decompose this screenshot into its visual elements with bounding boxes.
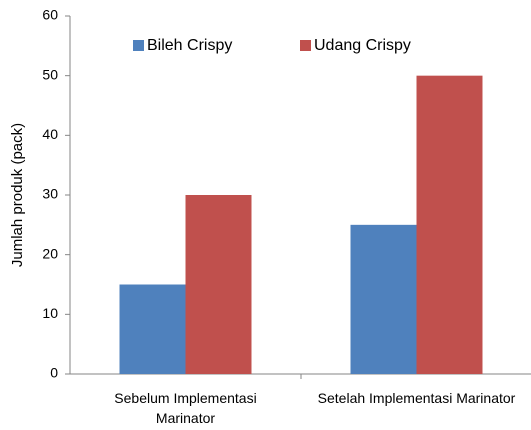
bar bbox=[185, 195, 252, 374]
y-tick-label: 20 bbox=[42, 245, 58, 261]
bar bbox=[119, 284, 186, 374]
legend-swatch bbox=[133, 40, 144, 51]
y-tick-label: 40 bbox=[42, 126, 58, 142]
y-tick-label: 0 bbox=[50, 365, 58, 381]
y-axis-label: Jumlah produk (pack) bbox=[9, 123, 26, 267]
x-tick-label: Setelah Implementasi Marinator bbox=[317, 390, 516, 406]
y-tick-label: 10 bbox=[42, 305, 58, 321]
bar bbox=[350, 224, 417, 374]
x-tick-label: Sebelum Implementasi Marinator bbox=[114, 390, 257, 426]
bar bbox=[416, 75, 483, 375]
legend-label: Bileh Crispy bbox=[147, 37, 232, 54]
y-tick-label: 30 bbox=[42, 186, 58, 202]
legend-swatch bbox=[300, 40, 311, 51]
y-tick-label: 50 bbox=[42, 66, 58, 82]
legend-label: Udang Crispy bbox=[314, 37, 411, 54]
y-tick-label: 60 bbox=[42, 7, 58, 23]
